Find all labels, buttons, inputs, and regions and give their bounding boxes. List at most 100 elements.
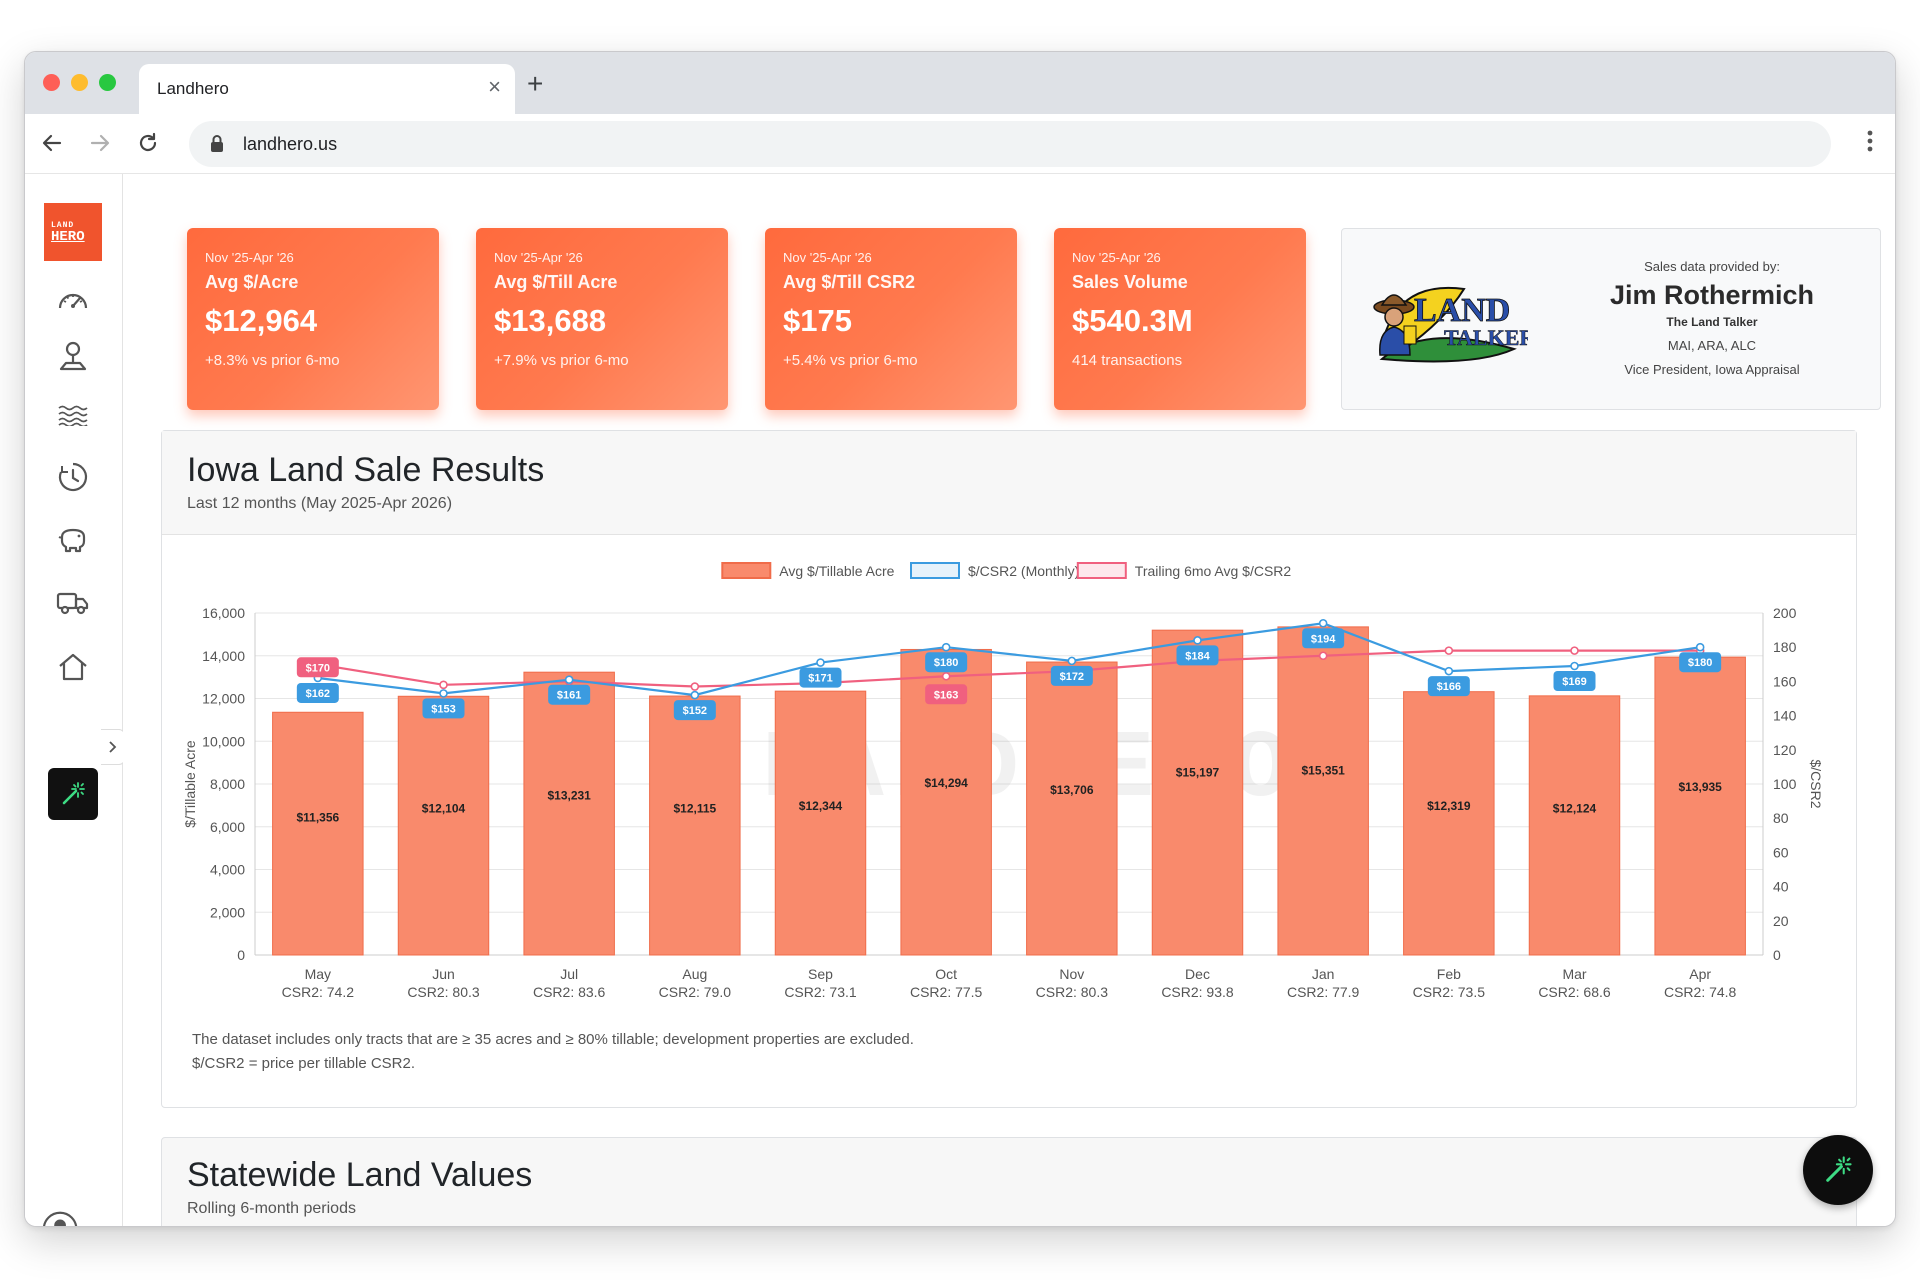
provider-credentials: MAI, ARA, ALC bbox=[1667, 338, 1757, 353]
address-bar[interactable]: landhero.us bbox=[189, 121, 1831, 167]
monthly-csr2-line bbox=[317, 622, 1701, 697]
monthly-point-label-bg bbox=[925, 652, 968, 673]
browser-tab[interactable]: Landhero × bbox=[139, 64, 515, 114]
user-menu[interactable] bbox=[42, 1208, 92, 1227]
stat-card-avg-till-csr2: Nov '25-Apr '26 Avg $/Till CSR2 $175 +5.… bbox=[765, 228, 1017, 410]
forward-button[interactable] bbox=[83, 126, 117, 160]
y-tick-label: 8,000 bbox=[210, 776, 245, 792]
x-tick-label: Feb bbox=[1437, 966, 1461, 982]
stat-label: Avg $/Acre bbox=[205, 272, 299, 292]
y2-tick-label: 80 bbox=[1773, 810, 1789, 826]
x-tick-sublabel: CSR2: 83.6 bbox=[533, 984, 606, 1000]
logo-word-talker: TALKER bbox=[1444, 325, 1528, 350]
y-tick-label: 12,000 bbox=[202, 691, 245, 707]
browser-menu-button[interactable] bbox=[1867, 130, 1873, 157]
house-icon bbox=[59, 653, 87, 681]
legend-swatch bbox=[1076, 562, 1127, 579]
monthly-point-label: $172 bbox=[1060, 671, 1084, 683]
sidebar-item-equipment[interactable] bbox=[54, 584, 92, 622]
x-tick-label: Apr bbox=[1689, 966, 1711, 982]
monthly-point-label: $171 bbox=[808, 673, 832, 685]
x-tick-label: Jun bbox=[432, 966, 455, 982]
sidebar-item-layers[interactable] bbox=[54, 396, 92, 434]
x-tick-sublabel: CSR2: 77.9 bbox=[1287, 984, 1360, 1000]
panel-subtitle: Rolling 6-month periods bbox=[187, 1200, 356, 1217]
stat-value: $13,688 bbox=[494, 303, 607, 338]
stat-change: +5.4% vs prior 6-mo bbox=[783, 352, 918, 369]
monthly-point-label-bg bbox=[1302, 628, 1345, 649]
reload-icon bbox=[139, 132, 157, 152]
arrow-right-icon bbox=[90, 134, 110, 152]
caret-down-icon bbox=[81, 1225, 92, 1227]
close-window-button[interactable] bbox=[43, 74, 60, 91]
stat-period: Nov '25-Apr '26 bbox=[783, 250, 872, 265]
x-tick-label: Oct bbox=[935, 966, 957, 982]
stat-label: Avg $/Till Acre bbox=[494, 272, 618, 292]
waves-icon bbox=[58, 405, 88, 426]
monthly-point-label-bg bbox=[548, 684, 591, 705]
trailing-point-label-bg bbox=[925, 684, 968, 705]
x-tick-label: Jan bbox=[1312, 966, 1335, 982]
trailing-point-label: $163 bbox=[934, 689, 958, 701]
bar bbox=[1277, 626, 1369, 956]
lock-icon bbox=[211, 135, 223, 152]
monthly-point-label-bg bbox=[799, 667, 842, 688]
sidebar-item-history[interactable] bbox=[54, 458, 92, 496]
reload-button[interactable] bbox=[131, 126, 165, 160]
legend-swatch bbox=[721, 562, 772, 579]
sidebar-item-finance[interactable] bbox=[54, 520, 92, 558]
line-point bbox=[941, 642, 951, 652]
sidebar-item-ai-tools[interactable] bbox=[48, 768, 98, 820]
bar-value-label: $12,115 bbox=[673, 802, 716, 816]
ai-assistant-button[interactable] bbox=[1803, 1135, 1873, 1205]
y-tick-label: 14,000 bbox=[202, 648, 245, 664]
browser-window: Landhero × + landhero.us LAND HERO bbox=[24, 51, 1896, 1227]
landhero-logo[interactable]: LAND HERO bbox=[44, 203, 102, 261]
line-point bbox=[1318, 651, 1328, 661]
x-tick-label: Sep bbox=[808, 966, 833, 982]
y2-tick-label: 200 bbox=[1773, 605, 1797, 621]
back-button[interactable] bbox=[35, 126, 69, 160]
stat-period: Nov '25-Apr '26 bbox=[205, 250, 294, 265]
y2-tick-label: 100 bbox=[1773, 776, 1797, 792]
truck-icon bbox=[56, 592, 89, 615]
bar bbox=[1528, 695, 1621, 956]
arrow-left-icon bbox=[42, 134, 62, 152]
y2-tick-label: 140 bbox=[1773, 708, 1797, 724]
magic-wand-icon bbox=[1826, 1156, 1852, 1182]
y-tick-label: 4,000 bbox=[210, 862, 245, 878]
x-tick-sublabel: CSR2: 74.8 bbox=[1664, 984, 1737, 1000]
maximize-window-button[interactable] bbox=[99, 74, 116, 91]
trailing-point-label: $170 bbox=[306, 662, 330, 674]
provider-role: Vice President, Iowa Appraisal bbox=[1624, 362, 1800, 377]
stat-card-avg-till-acre: Nov '25-Apr '26 Avg $/Till Acre $13,688 … bbox=[476, 228, 728, 410]
monthly-point-label-bg bbox=[673, 700, 716, 721]
sidebar-item-properties[interactable] bbox=[54, 648, 92, 686]
bar-value-label: $12,344 bbox=[799, 799, 843, 813]
stat-value: $12,964 bbox=[205, 303, 318, 338]
legend-label: $/CSR2 (Monthly) bbox=[968, 563, 1079, 579]
bar bbox=[272, 711, 364, 956]
y-tick-label: 10,000 bbox=[202, 733, 245, 749]
new-tab-button[interactable]: + bbox=[527, 68, 544, 99]
line-point bbox=[690, 690, 700, 700]
bar-value-label: $15,351 bbox=[1301, 764, 1345, 778]
sidebar-item-dashboard[interactable] bbox=[54, 280, 92, 318]
y2-axis-title: $/CSR2 bbox=[1808, 759, 1824, 808]
line-point bbox=[1695, 642, 1705, 652]
sidebar-item-map[interactable] bbox=[54, 337, 92, 375]
stat-label: Avg $/Till CSR2 bbox=[783, 272, 916, 292]
legend-label: Avg $/Tillable Acre bbox=[779, 563, 894, 579]
y2-tick-label: 40 bbox=[1773, 879, 1789, 895]
bar bbox=[397, 695, 490, 956]
browser-toolbar: landhero.us bbox=[25, 114, 1895, 174]
bar bbox=[1151, 629, 1244, 956]
close-tab-icon[interactable]: × bbox=[488, 74, 501, 99]
y2-tick-label: 120 bbox=[1773, 742, 1797, 758]
y2-tick-label: 180 bbox=[1773, 639, 1797, 655]
provider-company: The Land Talker bbox=[1666, 315, 1758, 329]
sidebar-expand-toggle[interactable] bbox=[101, 729, 125, 765]
minimize-window-button[interactable] bbox=[71, 74, 88, 91]
x-tick-sublabel: CSR2: 73.1 bbox=[784, 984, 857, 1000]
line-point bbox=[1570, 661, 1579, 671]
